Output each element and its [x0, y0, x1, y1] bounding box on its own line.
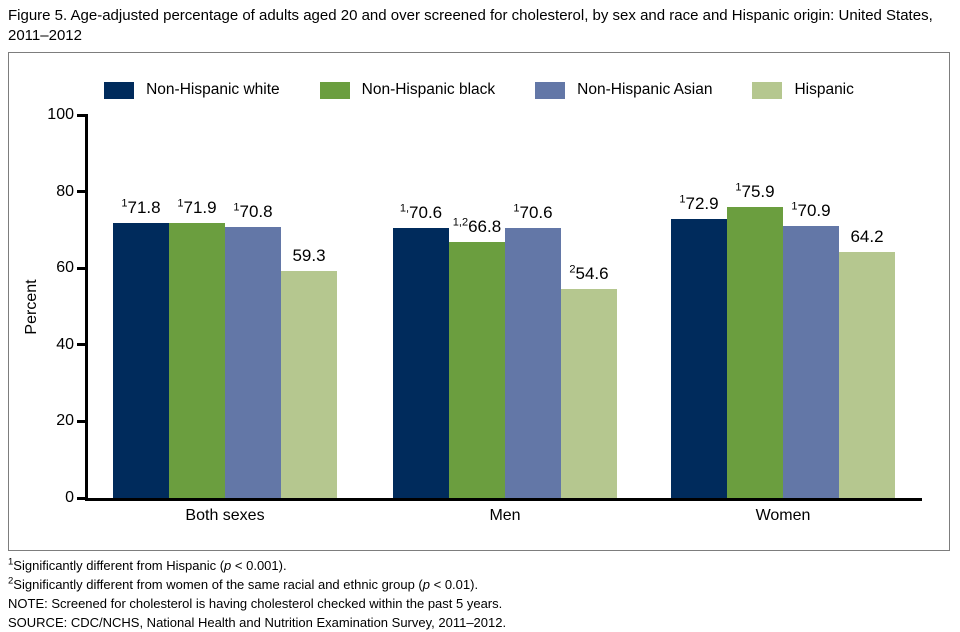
bar: [169, 223, 225, 498]
bar-value-label: 172.9: [679, 193, 719, 213]
bar: [561, 289, 617, 498]
legend-swatch-icon: [752, 81, 783, 99]
y-tick-label: 80: [56, 182, 74, 200]
legend-item: Hispanic: [752, 81, 854, 99]
y-axis-title: Percent: [23, 278, 40, 335]
legend-item: Non-Hispanic black: [319, 81, 496, 99]
legend-label: Non-Hispanic Asian: [577, 81, 713, 98]
bar-value-label: 170.6: [513, 202, 553, 222]
bar-value-label: 170.9: [791, 200, 831, 220]
bar-value-label: 59.3: [292, 246, 326, 265]
legend-label: Non-Hispanic white: [146, 81, 280, 98]
legend-label: Hispanic: [794, 81, 854, 98]
x-category-label: Men: [489, 507, 521, 524]
bar: [281, 271, 337, 498]
legend-swatch-icon: [104, 81, 135, 99]
figure-title: Figure 5. Age-adjusted percentage of adu…: [8, 7, 933, 44]
footnote-line: SOURCE: CDC/NCHS, National Health and Nu…: [8, 615, 507, 630]
bar-value-label: 64.2: [850, 227, 884, 246]
y-tick-label: 0: [65, 489, 74, 506]
bar-value-label: 1,70.6: [399, 202, 443, 222]
y-tick: [77, 343, 88, 347]
bar: [783, 226, 839, 498]
bar: [839, 252, 895, 498]
chart-frame: Non-Hispanic white Non-Hispanic black Non-…: [8, 52, 950, 551]
legend-item: Non-Hispanic Asian: [535, 81, 712, 99]
bar: [113, 223, 169, 498]
bar: [225, 227, 281, 498]
footnotes: 1Significantly different from Hispanic (…: [8, 556, 948, 632]
y-tick: [77, 266, 88, 270]
legend-swatch-icon: [535, 81, 566, 99]
bar: [671, 219, 727, 498]
legend: Non-Hispanic white Non-Hispanic black Non-…: [9, 81, 949, 99]
y-tick-label: 20: [56, 412, 74, 430]
bar: [393, 228, 449, 498]
legend-label: Non-Hispanic black: [361, 81, 496, 98]
bar-value-label: 1,266.8: [452, 216, 502, 236]
y-tick: [77, 496, 88, 500]
bar-value-label: 175.9: [735, 181, 775, 201]
y-tick: [77, 419, 88, 423]
footnote-line: 2Significantly different from women of t…: [8, 575, 479, 592]
y-tick: [77, 190, 88, 194]
bar: [449, 242, 505, 498]
footnote-line: NOTE: Screened for cholesterol is having…: [8, 596, 503, 611]
y-tick-label: 40: [56, 335, 74, 353]
legend-item: Non-Hispanic white: [104, 81, 280, 99]
y-tick: [77, 113, 88, 117]
y-tick-label: 100: [47, 106, 74, 123]
plot-area: Percent 0 20 40 60 80 100 171.8 171.9 170.8 59.3 B…: [23, 106, 922, 524]
legend-swatch-icon: [319, 81, 350, 99]
x-category-label: Both sexes: [185, 507, 265, 524]
bar: [505, 228, 561, 498]
bar-value-label: 170.8: [233, 201, 273, 221]
bar-value-label: 254.6: [569, 263, 609, 283]
y-tick-label: 60: [56, 259, 74, 277]
bar-value-label: 171.9: [177, 197, 217, 217]
footnote-line: 1Significantly different from Hispanic (…: [8, 556, 287, 573]
bar: [727, 207, 783, 498]
bar-value-label: 171.8: [121, 197, 161, 217]
x-category-label: Women: [755, 507, 811, 524]
